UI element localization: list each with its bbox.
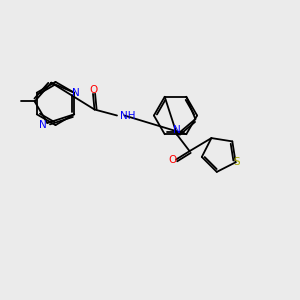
Text: N: N <box>72 88 80 98</box>
Text: N: N <box>172 125 180 135</box>
Text: O: O <box>168 154 176 164</box>
Text: O: O <box>89 85 97 95</box>
Text: NH: NH <box>120 110 136 121</box>
Text: S: S <box>233 157 239 167</box>
Text: N: N <box>39 119 47 130</box>
